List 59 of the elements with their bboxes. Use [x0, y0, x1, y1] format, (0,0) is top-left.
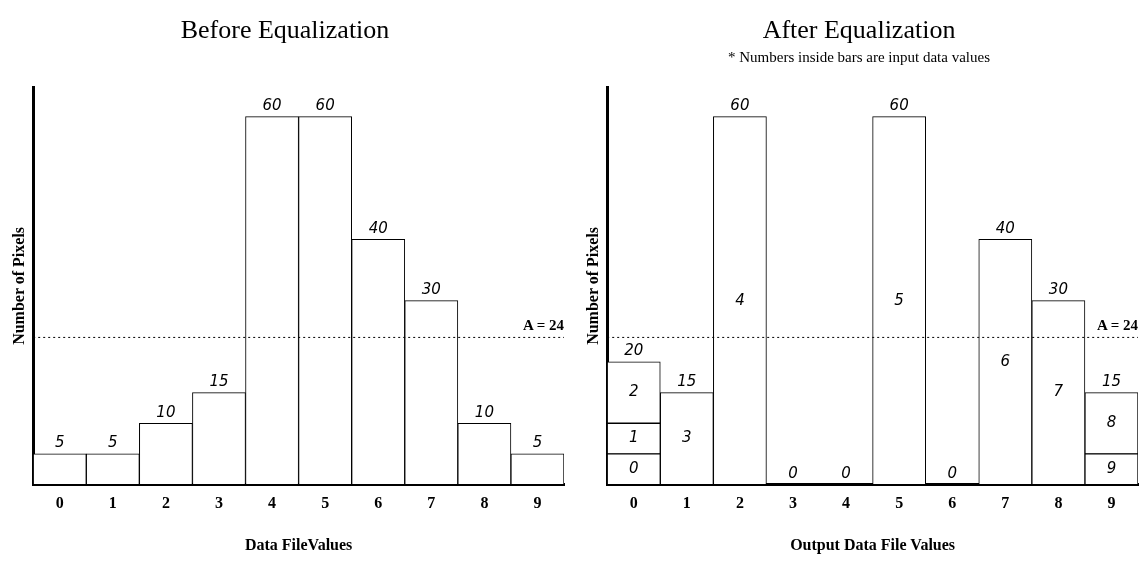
x-tick-label: 8 [480, 494, 489, 512]
chart-title: Before Equalization [180, 15, 390, 45]
text: 0 [841, 463, 851, 482]
series-label: 5 [894, 290, 904, 309]
x-tick-label: 6 [948, 494, 957, 512]
data-label: 60 [262, 96, 282, 115]
data-label: 10 [474, 402, 494, 421]
y-axis-title: Number of Pixels [583, 226, 601, 345]
total-label: 15 [1101, 372, 1122, 390]
x-tick-label: 4 [842, 494, 851, 512]
y-axis-title: Number of Pixels [9, 226, 27, 345]
data-label: 15 [209, 372, 229, 390]
data-label: 60 [315, 96, 335, 115]
x-tick-label: 9 [533, 494, 542, 512]
series-label: 1 [628, 428, 639, 447]
x-tick-label: 2 [161, 494, 170, 512]
x-tick-label: 4 [268, 494, 277, 512]
data-label: 10 [156, 402, 176, 421]
series-label: 4 [735, 290, 745, 309]
x-tick-label: 3 [788, 494, 797, 512]
series-label: 8 [1106, 413, 1117, 432]
x-tick-label: 7 [427, 494, 436, 512]
ref-line-label: A = 24 [522, 316, 565, 333]
series-label: 2 [628, 382, 639, 401]
data-label: 5 [108, 433, 118, 452]
data-label: 30 [421, 280, 441, 299]
ref-line-label: A = 24 [1096, 316, 1139, 333]
total-label: 20 [624, 341, 644, 360]
x-axis-title: Data FileValues [244, 535, 353, 553]
x-tick-label: 5 [321, 494, 330, 512]
x-tick-label: 1 [108, 494, 117, 512]
data-label: 5 [54, 433, 65, 452]
x-tick-label: 1 [682, 494, 691, 512]
data-label: 60 [730, 96, 750, 115]
x-tick-label: 5 [895, 494, 904, 512]
series-label: 9 [1106, 459, 1117, 478]
data-label: 40 [995, 218, 1015, 237]
chart-title: After Equalization [762, 15, 956, 45]
x-tick-label: 9 [1107, 494, 1116, 512]
data-label: 15 [677, 372, 697, 390]
series-label: 0 [628, 459, 639, 478]
x-tick-label: 0 [629, 494, 638, 512]
data-label: 60 [889, 96, 909, 115]
text: 0 [947, 463, 957, 482]
text: 0 [788, 463, 798, 482]
x-axis-title: Output Data File Values [790, 535, 956, 554]
x-tick-label: 0 [55, 494, 64, 512]
x-tick-label: 2 [735, 494, 744, 512]
chart-subtitle: * Numbers inside bars are input data values [727, 49, 991, 66]
data-label: 5 [532, 433, 543, 452]
data-label: 30 [1048, 280, 1068, 299]
series-label: 3 [682, 428, 692, 447]
series-label: 6 [1000, 351, 1011, 370]
x-tick-label: 3 [214, 494, 223, 512]
data-label: 40 [368, 218, 388, 237]
x-tick-label: 8 [1054, 494, 1063, 512]
x-tick-label: 7 [1001, 494, 1010, 512]
series-label: 7 [1053, 382, 1064, 401]
x-tick-label: 6 [374, 494, 383, 512]
